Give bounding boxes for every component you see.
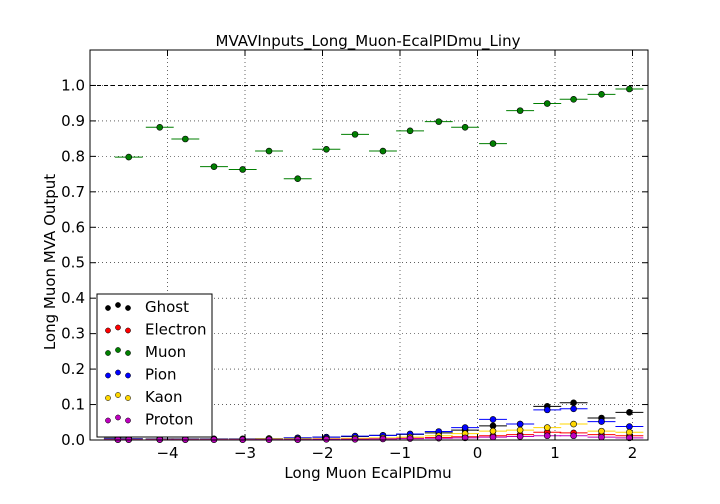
muon-point — [489, 140, 497, 147]
plot-frame — [89, 49, 649, 441]
proton-point — [516, 433, 524, 440]
muon-point — [406, 127, 414, 135]
x-tick-label: 2 — [628, 444, 638, 462]
pion-point — [626, 423, 633, 430]
axis-ticks: −4 −3 −2 −1 0 1 2 0.0 0.1 0.2 0.3 0.4 0.5 0.6 0.7 0.8 0.… — [61, 50, 648, 462]
x-tick-label: −4 — [156, 444, 178, 462]
legend-marker-ghost — [125, 305, 131, 311]
legend-label-muon: Muon — [145, 343, 186, 361]
kaon-point — [626, 428, 633, 436]
pion-point — [489, 416, 497, 423]
x-axis-label: Long Muon EcalPIDmu — [284, 464, 451, 482]
x-tick-label: −3 — [234, 444, 256, 462]
legend-label-electron: Electron — [145, 321, 207, 339]
muon-point — [323, 145, 330, 153]
grid — [90, 50, 648, 441]
y-tick-label: 0.0 — [61, 431, 85, 449]
proton-point — [323, 435, 330, 443]
muon-point — [182, 135, 189, 143]
y-tick-label: 0.1 — [61, 396, 85, 414]
legend-marker-pion — [115, 369, 121, 376]
muon-point — [626, 85, 633, 93]
proton-point — [379, 435, 387, 443]
y-tick-label: 0.4 — [61, 289, 85, 307]
proton-point — [543, 432, 551, 440]
legend-marker-proton — [105, 417, 111, 424]
pion-point — [543, 406, 551, 414]
legend-marker-proton — [115, 414, 121, 421]
muon-point — [294, 175, 302, 182]
legend-label-proton: Proton — [145, 411, 193, 429]
proton-point — [406, 435, 414, 442]
kaon-point — [570, 420, 577, 428]
x-tick-label: −2 — [311, 444, 333, 462]
muon-point — [265, 147, 273, 155]
chart-title: MVAVInputs_Long_Muon-EcalPIDmu_Liny — [216, 32, 521, 51]
legend-marker-ghost — [115, 302, 121, 308]
y-tick-label: 1.0 — [61, 76, 85, 94]
legend-marker-ghost — [105, 305, 111, 311]
pion-point — [516, 420, 524, 428]
muon-point — [570, 95, 577, 103]
kaon-point — [543, 424, 551, 431]
legend-marker-muon — [125, 350, 131, 356]
muon-point — [351, 131, 359, 138]
legend-marker-kaon — [125, 395, 131, 401]
y-tick-label: 0.2 — [61, 360, 85, 378]
kaon-point — [489, 427, 497, 435]
muon-point — [379, 147, 387, 155]
legend-label-ghost: Ghost — [145, 298, 189, 316]
kaon-point — [516, 426, 524, 434]
muon-point — [435, 118, 443, 125]
y-tick-label: 0.5 — [61, 254, 85, 272]
legend-label-pion: Pion — [145, 366, 177, 384]
muon-point — [210, 163, 218, 170]
legend-box — [96, 293, 213, 438]
y-axis-label: Long Muon MVA Output — [41, 174, 59, 350]
y-tick-label: 0.7 — [61, 183, 85, 201]
x-tick-label: 1 — [550, 444, 560, 462]
kaon-point — [598, 427, 605, 435]
muon-point — [543, 100, 551, 107]
legend-marker-kaon — [105, 395, 111, 401]
proton-point — [598, 433, 605, 441]
pion-point — [598, 418, 605, 425]
legend-marker-electron — [125, 327, 131, 334]
proton-point — [489, 433, 497, 441]
legend-marker-pion — [105, 372, 111, 379]
y-tick-label: 0.8 — [61, 147, 85, 165]
ghost-point — [626, 409, 633, 416]
ghost-point — [570, 399, 577, 407]
muon-point — [461, 123, 469, 131]
legend-label-kaon: Kaon — [145, 388, 182, 406]
legend-marker-kaon — [115, 392, 121, 398]
pion-point — [570, 405, 577, 413]
y-tick-label: 0.9 — [61, 112, 85, 130]
series-muon — [114, 85, 644, 182]
legend-marker-muon — [115, 347, 121, 353]
y-tick-label: 0.3 — [61, 325, 85, 343]
x-tick-label: 0 — [473, 444, 483, 462]
muon-point — [156, 123, 164, 131]
x-tick-label: −1 — [389, 444, 411, 462]
muon-point — [125, 153, 133, 161]
legend-marker-muon — [105, 350, 111, 356]
legend: Ghost Electron Muon Pion Kaon Proton — [96, 293, 213, 438]
proton-point — [351, 435, 359, 443]
legend-marker-electron — [105, 327, 111, 334]
y-tick-label: 0.6 — [61, 218, 85, 236]
legend-marker-pion — [125, 372, 131, 379]
muon-point — [516, 107, 524, 114]
legend-marker-electron — [115, 324, 121, 331]
proton-point — [461, 434, 469, 442]
proton-point — [570, 432, 577, 440]
legend-marker-proton — [125, 417, 131, 424]
muon-point — [239, 166, 246, 173]
muon-point — [598, 91, 605, 98]
pion-point — [461, 424, 469, 431]
